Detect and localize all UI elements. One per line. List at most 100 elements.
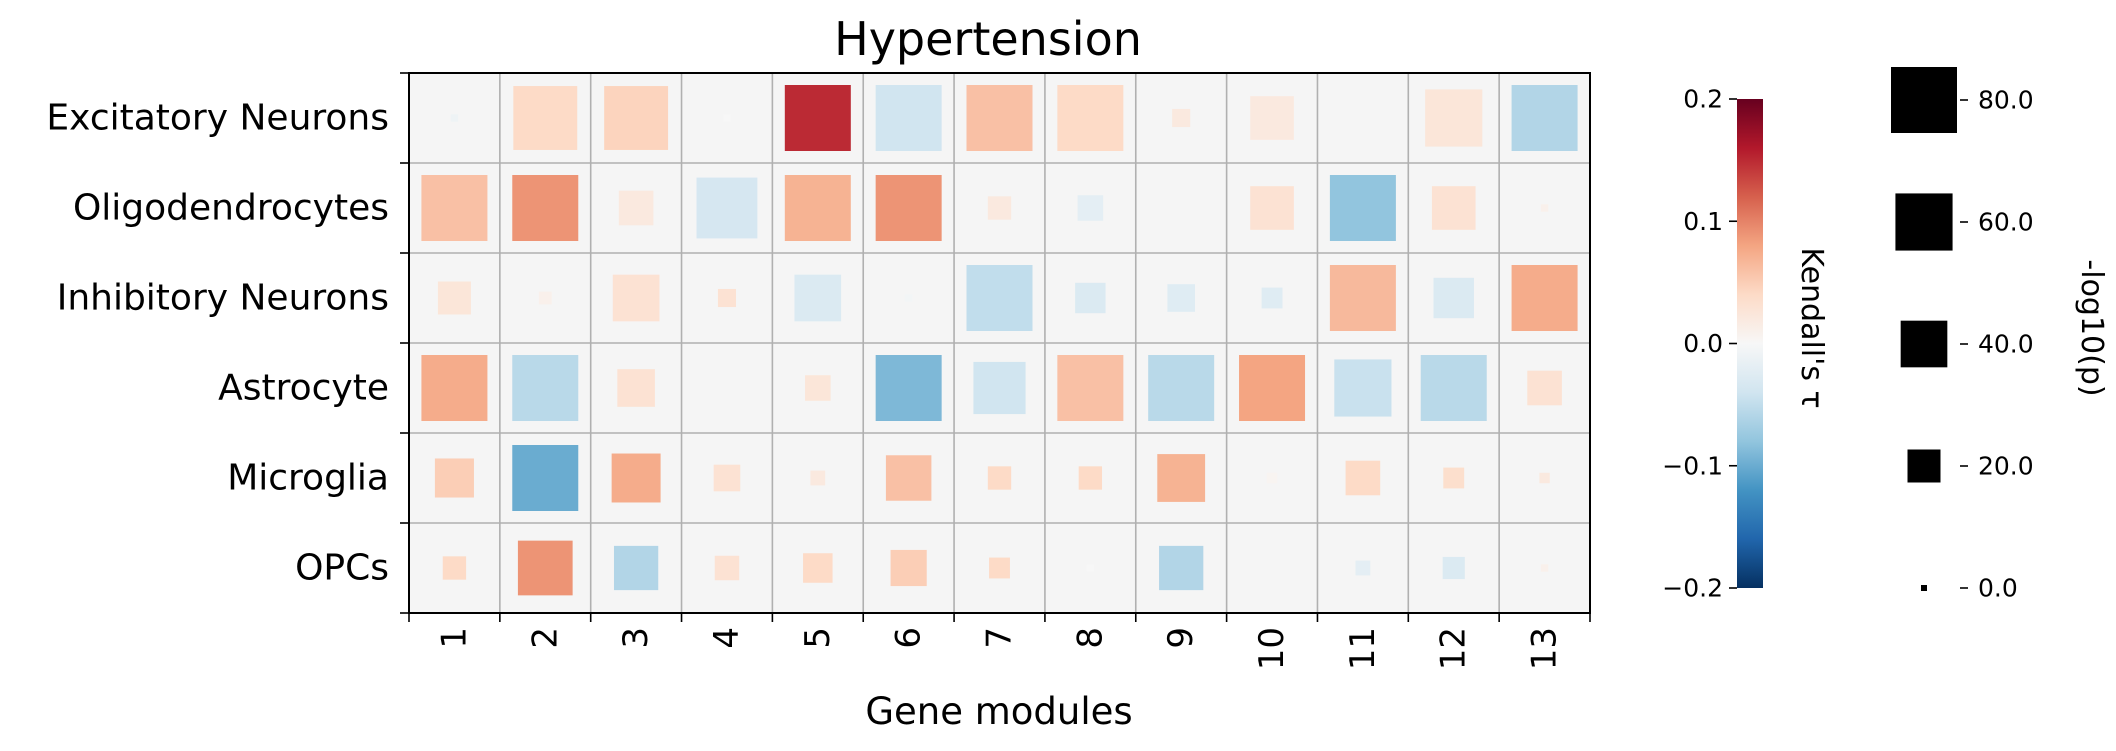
x-tick-label: 6 (889, 627, 929, 649)
heatmap-cell (810, 470, 826, 486)
heatmap-cell (1078, 466, 1103, 490)
heatmap-cell (512, 175, 579, 241)
heatmap-cell (1433, 277, 1474, 319)
size-legend-marker (1900, 320, 1948, 368)
heatmap-cell (1148, 355, 1215, 421)
heatmap-cell (512, 445, 579, 511)
colorbar-label: Kendall's τ (1794, 247, 1829, 408)
heatmap-cell (890, 549, 927, 587)
heatmap-cell (1266, 472, 1278, 484)
heatmap-cell (1511, 265, 1578, 331)
heatmap-cell (989, 557, 1010, 579)
heatmap-cell (723, 114, 731, 122)
y-tick-label: Inhibitory Neurons (57, 278, 389, 319)
heatmap-cell (805, 375, 831, 401)
colorbar-tick-label: 0.0 (1683, 329, 1723, 358)
heatmap-cell (1442, 556, 1465, 580)
colorbar-gradient (1737, 99, 1763, 588)
x-tick-label: 4 (707, 627, 747, 649)
size-legend-marker (1895, 193, 1953, 251)
heatmap-cell (714, 555, 740, 581)
size-legend-tick-label: 80.0 (1978, 86, 2034, 115)
heatmap-cell (1057, 355, 1124, 421)
heatmap-cell (617, 369, 655, 407)
heatmap-cell (1511, 85, 1578, 151)
heatmap-cell (885, 455, 932, 501)
heatmap-cell (1239, 355, 1306, 421)
size-legend-marker (1907, 449, 1941, 483)
heatmap-cell (1157, 454, 1206, 502)
heatmap-cell (1086, 564, 1095, 572)
heatmap-cell (1329, 175, 1396, 241)
heatmap-cell (1261, 287, 1283, 309)
heatmap-cell (421, 175, 488, 241)
heatmap-cell (875, 85, 942, 151)
size-legend-marker (1891, 67, 1957, 133)
heatmap-cell (875, 175, 942, 241)
x-tick-label: 12 (1434, 627, 1474, 670)
heatmap-cell (1540, 564, 1549, 572)
heatmap-cell (1540, 204, 1549, 212)
heatmap-cell (713, 464, 741, 492)
heatmap-cell (1167, 284, 1195, 312)
colorbar-tick-label: 0.1 (1683, 207, 1723, 236)
x-tick-label: 7 (980, 627, 1020, 649)
heatmap-cell (803, 553, 833, 583)
size-legend-tick-label: 20.0 (1978, 452, 2034, 481)
heatmap-cell (987, 196, 1012, 220)
colorbar-tick-label: 0.2 (1683, 85, 1723, 114)
colorbar: 0.2 0.1 0.0 −0.1 −0.2 (1662, 85, 1763, 603)
heatmap-cell (1250, 186, 1294, 230)
heatmap-cell (875, 355, 942, 421)
heatmap-cell (513, 86, 578, 150)
chart-title: Hypertension (834, 12, 1142, 66)
heatmap-cell (538, 291, 552, 305)
x-tick-label: 10 (1252, 627, 1292, 670)
x-axis-label: Gene modules (865, 690, 1132, 733)
heatmap-cell (1159, 545, 1204, 591)
heatmap-cell (966, 265, 1033, 331)
y-tick-label: Oligodendrocytes (73, 188, 389, 229)
heatmap-cell (618, 190, 654, 226)
heatmap-cell (1250, 96, 1294, 140)
size-legend-tick-label: 60.0 (1978, 208, 2034, 237)
x-tick-label: 5 (798, 627, 838, 649)
y-tick-label: OPCs (295, 548, 389, 589)
y-tick-label: Excitatory Neurons (46, 98, 389, 139)
heatmap-cell (987, 466, 1012, 490)
heatmap-cell (612, 274, 660, 322)
heatmap-cell (1334, 359, 1392, 417)
x-tick-label: 13 (1525, 627, 1565, 670)
y-tick-label: Astrocyte (218, 368, 389, 409)
colorbar-tick-label: −0.1 (1662, 451, 1723, 480)
heatmap-cell (450, 114, 459, 122)
heatmap-cell (437, 281, 471, 315)
heatmap-cell (1527, 370, 1562, 406)
heatmap-cell (442, 556, 467, 580)
heatmap-cell (1425, 89, 1483, 147)
heatmap-cell (434, 458, 474, 498)
heatmap-cell (1057, 85, 1124, 151)
heatmap-cell (1420, 355, 1487, 421)
heatmap-cell (1539, 472, 1550, 484)
heatmap-cell (1431, 186, 1476, 230)
x-tick-label: 2 (525, 627, 565, 649)
size-legend-label: -log10(p) (2074, 259, 2109, 396)
heatmap-cell (904, 294, 913, 302)
heatmap-cell (784, 175, 851, 241)
heatmap-cell (611, 453, 661, 503)
heatmap-cell (784, 85, 851, 151)
heatmap-cell (973, 361, 1026, 415)
size-legend: 80.0 60.0 40.0 20.0 0.0 (1891, 67, 2034, 603)
heatmap-cell (717, 288, 736, 308)
heatmap-cell (966, 85, 1033, 151)
heatmap-cell (1077, 195, 1104, 221)
heatmap-cell (1443, 467, 1465, 489)
heatmap-cell (1075, 282, 1106, 314)
x-tick-label: 3 (616, 627, 656, 649)
size-legend-tick-label: 0.0 (1978, 574, 2018, 603)
heatmap-cell (1345, 460, 1381, 496)
heatmap-cell (794, 274, 842, 322)
